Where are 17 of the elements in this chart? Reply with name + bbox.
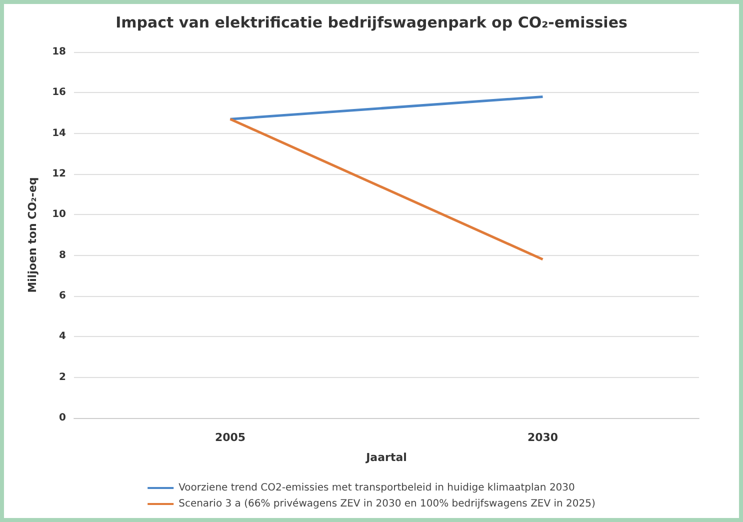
y-tick-label: 0: [59, 412, 66, 424]
x-tick-label: 2030: [527, 431, 558, 444]
y-tick-label: 8: [59, 250, 66, 261]
y-tick-label: 6: [59, 290, 66, 302]
y-tick-label: 4: [59, 331, 66, 342]
y-tick-label: 16: [52, 87, 66, 98]
chart-title: Impact van elektrificatie bedrijfswagenpark op CO₂-emissies: [116, 14, 628, 32]
y-axis-title: Miljoen ton CO₂-eq: [26, 177, 39, 293]
legend-label: Voorziene trend CO2-emissies met transportbeleid in huidige klimaatplan 2030: [178, 482, 575, 494]
x-axis-title: Jaartal: [365, 451, 407, 464]
y-tick-label: 12: [52, 168, 66, 180]
y-tick-label: 14: [52, 128, 66, 139]
y-tick-label: 18: [52, 46, 66, 58]
legend-label: Scenario 3 a (66% privéwagens ZEV in 2030 en 100% bedrijfswagens ZEV in 2025): [178, 498, 596, 510]
x-tick-label: 2005: [214, 431, 246, 444]
y-tick-label: 10: [52, 209, 66, 220]
y-tick-label: 2: [59, 372, 66, 383]
